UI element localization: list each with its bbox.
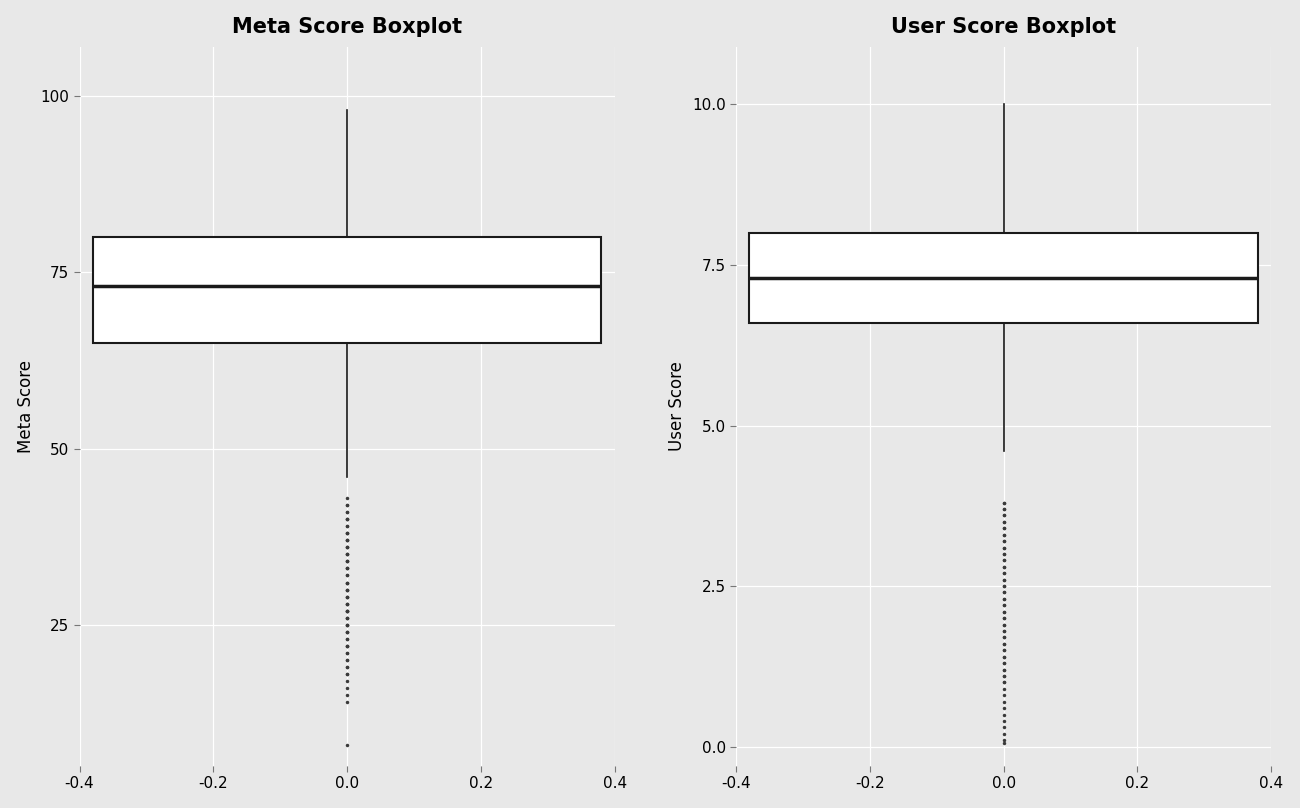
Title: Meta Score Boxplot: Meta Score Boxplot	[231, 17, 463, 36]
Y-axis label: Meta Score: Meta Score	[17, 360, 35, 452]
Y-axis label: User Score: User Score	[668, 361, 686, 451]
Bar	[92, 237, 602, 343]
Title: User Score Boxplot: User Score Boxplot	[891, 17, 1117, 36]
Bar	[750, 233, 1258, 322]
